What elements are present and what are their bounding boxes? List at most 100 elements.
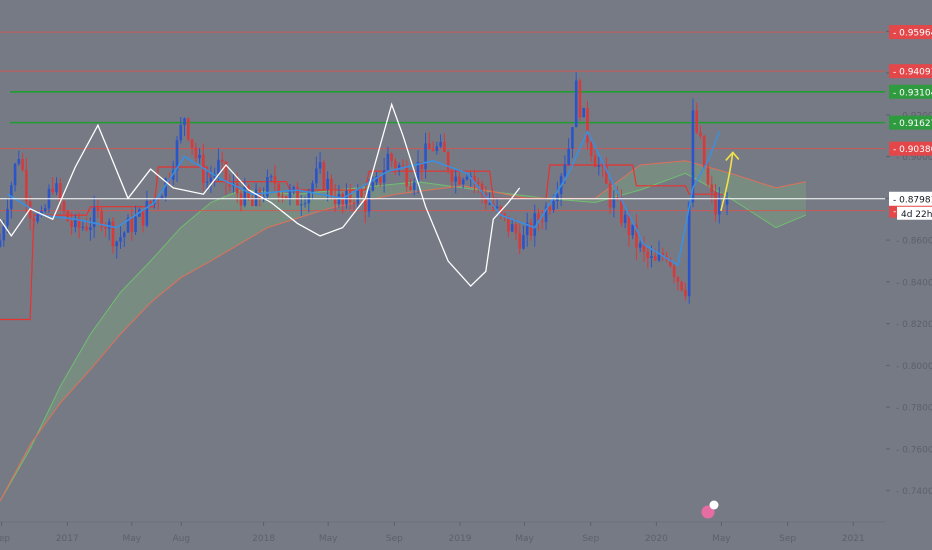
candle-body xyxy=(277,183,280,197)
candle xyxy=(13,162,17,192)
candle-body xyxy=(363,196,367,212)
candle-body xyxy=(36,214,39,222)
candle-body xyxy=(360,190,363,197)
current-price-badge[interactable] xyxy=(889,191,932,206)
candle-body xyxy=(40,211,43,215)
candle-body xyxy=(2,225,6,241)
candle-body xyxy=(243,186,247,206)
price-tick-label: - 0.78000 xyxy=(896,404,932,414)
candle-body xyxy=(394,161,397,169)
candle-body xyxy=(567,148,570,165)
candle-body xyxy=(672,266,676,277)
candle xyxy=(476,177,480,193)
current-price-label[interactable]: - 0.87981 xyxy=(893,195,932,205)
level-badge-label[interactable]: - 0.91627 xyxy=(893,119,932,129)
level-badge-label[interactable]: - 0.93104 xyxy=(893,88,932,98)
candle-body xyxy=(495,206,499,209)
candle-body xyxy=(183,118,186,126)
candle xyxy=(194,142,198,165)
candle xyxy=(699,125,702,139)
candle xyxy=(586,100,589,151)
candle-body xyxy=(608,183,612,208)
candle xyxy=(333,184,337,212)
candle-body xyxy=(322,162,326,190)
candle-body xyxy=(574,80,578,128)
countdown-label[interactable]: 4d 22h xyxy=(901,210,932,220)
candle xyxy=(77,212,81,239)
candle xyxy=(386,146,390,171)
candle-body xyxy=(401,165,405,167)
level-badge[interactable] xyxy=(889,141,932,156)
candle-body xyxy=(104,226,107,229)
candle xyxy=(446,150,450,175)
candle xyxy=(405,160,409,193)
level-badge-label[interactable]: - 0.94091 xyxy=(893,68,932,78)
candle-body xyxy=(537,213,540,221)
event-marker-icon[interactable] xyxy=(701,505,715,519)
candle xyxy=(190,138,194,156)
candle-body xyxy=(627,214,631,236)
candle-body xyxy=(160,196,164,200)
candle-body xyxy=(518,233,522,249)
candle xyxy=(352,197,356,214)
time-axis[interactable]: Sep 2017 May Aug 2018 May Sep 2019 May Sep 2020 May… xyxy=(0,521,885,544)
tenkan-line xyxy=(7,129,721,267)
candle-body xyxy=(657,253,661,261)
candles xyxy=(0,72,729,304)
candle xyxy=(21,152,24,172)
candle xyxy=(684,282,687,301)
candle-body xyxy=(89,227,92,231)
price-tick-label: - 0.74000 xyxy=(896,487,932,497)
candle-body xyxy=(578,80,582,118)
candle xyxy=(92,195,96,238)
time-tick-label: 2017 xyxy=(56,534,79,544)
candle-body xyxy=(345,190,348,205)
candle-body xyxy=(330,178,333,196)
candle xyxy=(597,156,601,176)
candle-body xyxy=(235,183,239,194)
level-badge[interactable] xyxy=(889,64,932,79)
candle-body xyxy=(21,159,24,170)
time-tick-label: 2021 xyxy=(842,534,865,544)
candle-body xyxy=(209,177,213,182)
candle xyxy=(544,202,548,230)
candle-body xyxy=(58,183,62,202)
candle-body xyxy=(66,211,70,222)
candle xyxy=(431,141,435,152)
candle xyxy=(717,186,721,224)
candle-body xyxy=(134,216,137,233)
candle-body xyxy=(620,197,623,224)
candle xyxy=(638,240,642,252)
level-badge-label[interactable]: - 0.90380 xyxy=(893,145,932,155)
candle xyxy=(646,248,650,269)
candle xyxy=(32,213,36,229)
price-axis[interactable]: - 0.74000 - 0.76000 - 0.78000 - 0.80000 - 0.… xyxy=(886,25,932,497)
event-marker-count-badge[interactable] xyxy=(709,500,719,510)
candle-body xyxy=(13,163,17,186)
candle xyxy=(96,199,100,218)
level-badge-label[interactable]: - 0.95964 xyxy=(893,29,932,39)
candle-body xyxy=(397,165,401,169)
time-tick-label: Sep xyxy=(386,534,403,544)
time-tick-label: May xyxy=(515,534,534,544)
candle xyxy=(296,182,299,206)
level-badge[interactable] xyxy=(889,115,932,130)
candle-body xyxy=(405,166,409,187)
time-tick-label: May xyxy=(319,534,338,544)
candle-body xyxy=(119,237,122,242)
candle-body xyxy=(145,201,149,226)
event-marker[interactable] xyxy=(701,500,719,519)
candle-body xyxy=(717,198,721,215)
candle xyxy=(571,126,574,159)
candle-body xyxy=(680,281,683,290)
candle xyxy=(390,151,393,168)
candle-body xyxy=(669,259,672,267)
candle xyxy=(574,72,578,128)
candle-body xyxy=(661,253,665,257)
level-badge[interactable] xyxy=(889,84,932,99)
countdown-badge[interactable] xyxy=(897,206,932,220)
candle-body xyxy=(552,200,555,210)
time-tick-label: 2020 xyxy=(645,534,668,544)
level-badge[interactable] xyxy=(889,25,932,40)
